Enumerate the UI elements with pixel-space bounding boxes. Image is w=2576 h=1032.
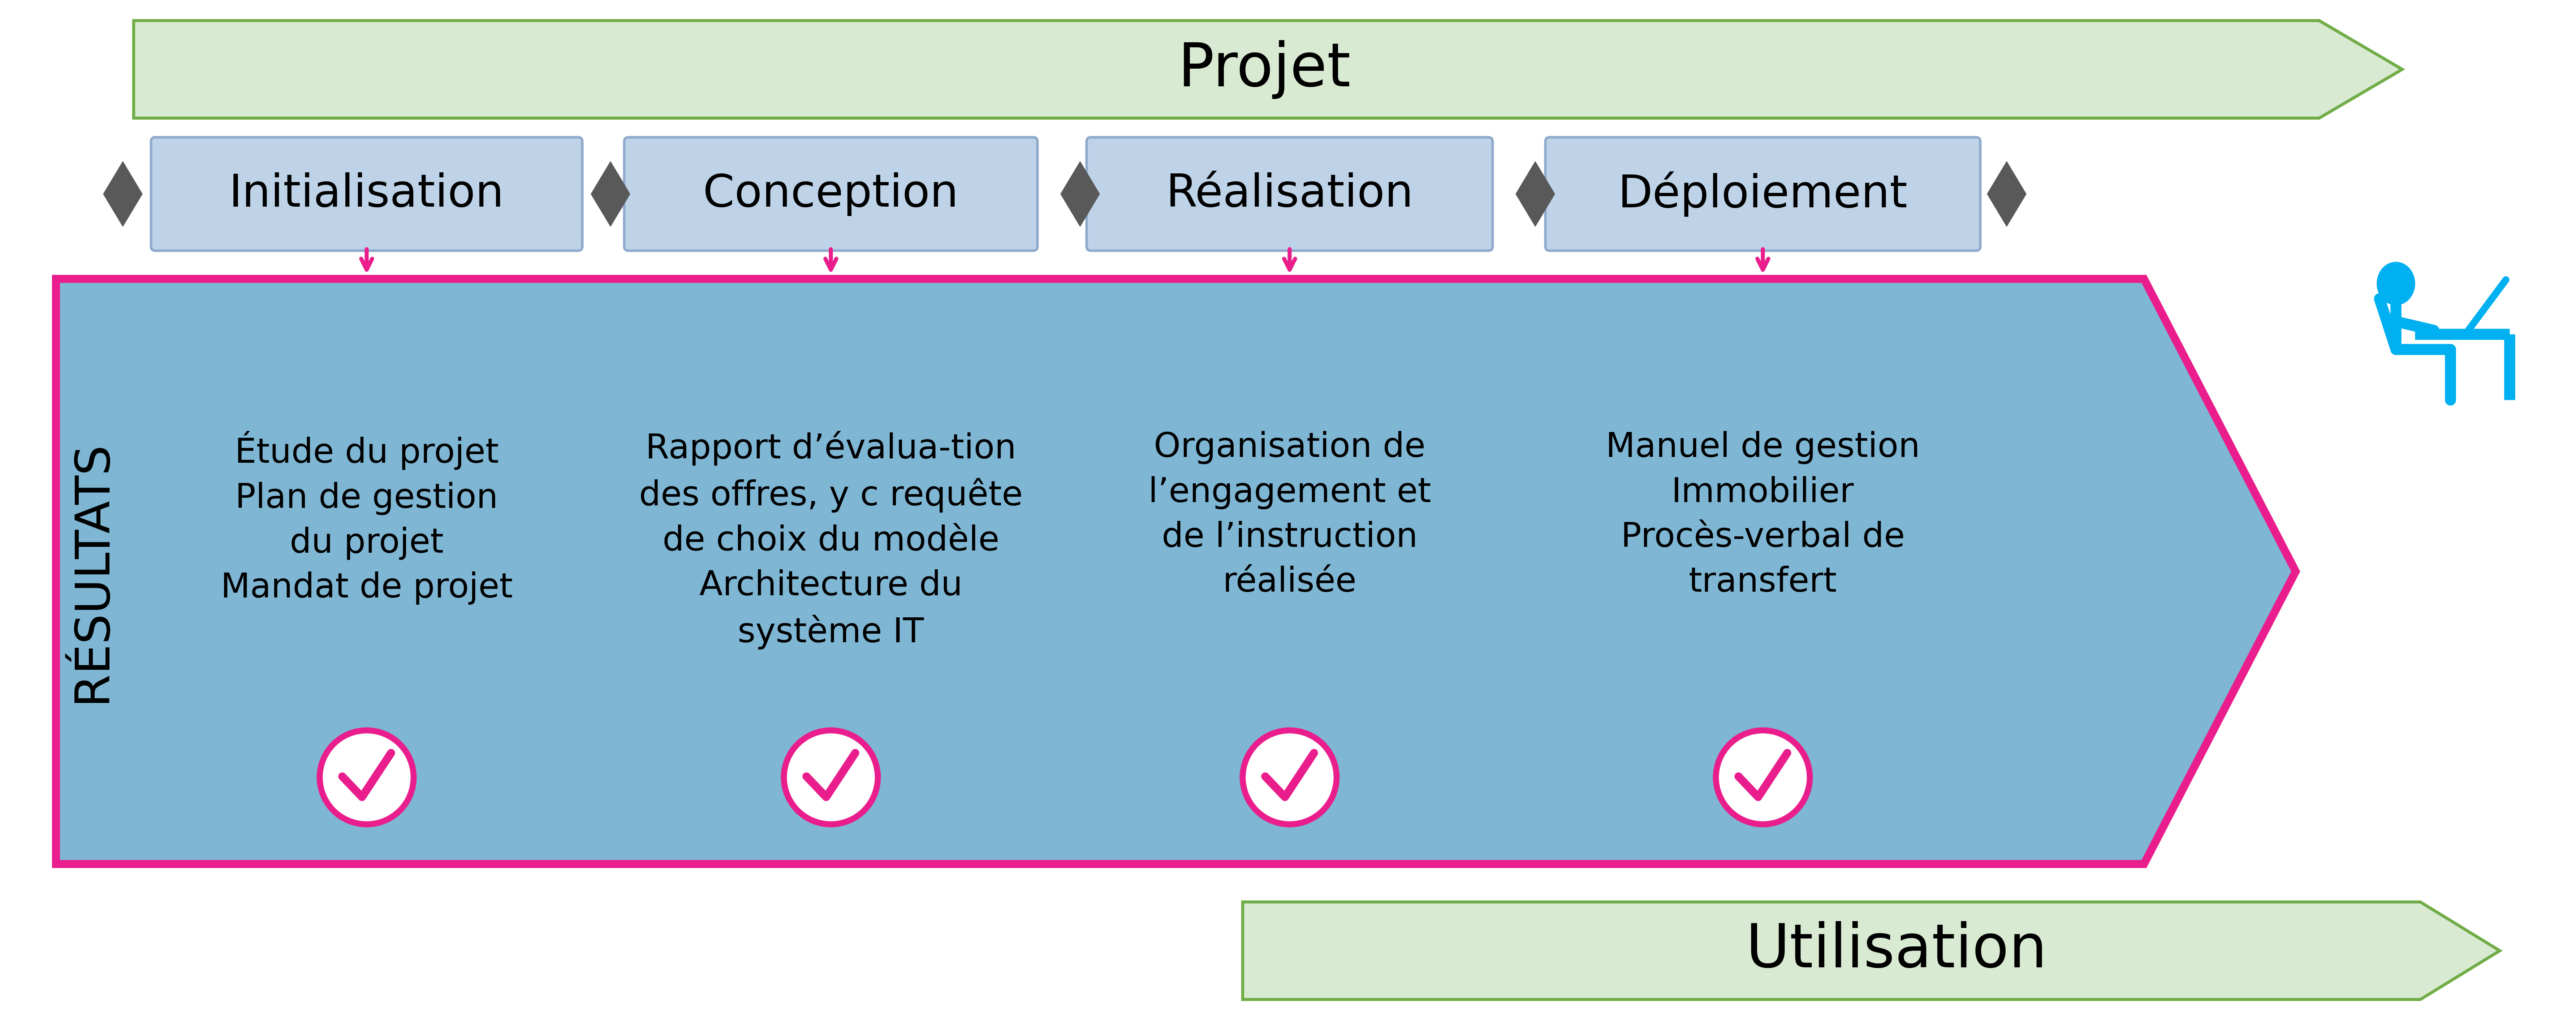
- Polygon shape: [590, 161, 631, 226]
- Text: Conception: Conception: [703, 172, 958, 216]
- Polygon shape: [57, 279, 2295, 864]
- Text: Manuel de gestion
Immobilier
Procès-verbal de
transfert: Manuel de gestion Immobilier Procès-verb…: [1605, 431, 1919, 599]
- Text: Organisation de
l’engagement et
de l’instruction
réalisée: Organisation de l’engagement et de l’ins…: [1149, 431, 1430, 599]
- Circle shape: [1716, 731, 1808, 825]
- Text: Projet: Projet: [1177, 40, 1350, 99]
- Text: Rapport d’évalua-tion
des offres, y c requête
de choix du modèle
Architecture du: Rapport d’évalua-tion des offres, y c re…: [639, 431, 1023, 649]
- Polygon shape: [103, 161, 142, 226]
- Text: Utilisation: Utilisation: [1747, 922, 2048, 980]
- FancyBboxPatch shape: [1087, 137, 1492, 251]
- Text: Étude du projet
Plan de gestion
du projet
Mandat de projet: Étude du projet Plan de gestion du proje…: [222, 431, 513, 605]
- FancyBboxPatch shape: [152, 137, 582, 251]
- FancyBboxPatch shape: [623, 137, 1038, 251]
- Text: Initialisation: Initialisation: [229, 172, 505, 216]
- Polygon shape: [1515, 161, 1553, 226]
- FancyBboxPatch shape: [1546, 137, 1981, 251]
- Ellipse shape: [2378, 262, 2414, 305]
- Text: Réalisation: Réalisation: [1167, 172, 1414, 216]
- Polygon shape: [1242, 902, 2499, 999]
- Circle shape: [1242, 731, 1337, 825]
- Circle shape: [783, 731, 878, 825]
- Polygon shape: [1986, 161, 2025, 226]
- Polygon shape: [1061, 161, 1100, 226]
- Polygon shape: [134, 21, 2401, 118]
- Circle shape: [319, 731, 415, 825]
- Text: Déploiement: Déploiement: [1618, 171, 1906, 217]
- Text: RÉSULTATS: RÉSULTATS: [70, 441, 116, 703]
